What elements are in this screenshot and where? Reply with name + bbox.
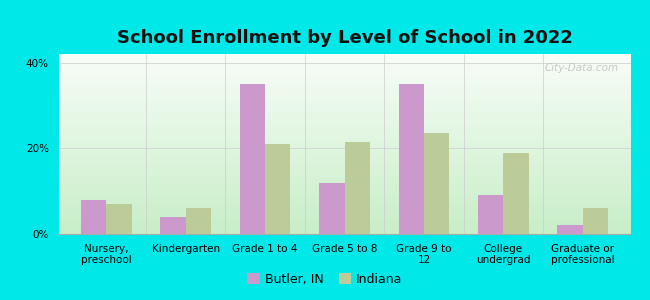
Bar [344, 142, 370, 234]
Title: School Enrollment by Level of School in 2022: School Enrollment by Level of School in … [116, 29, 573, 47]
Bar [186, 208, 211, 234]
Bar [424, 133, 449, 234]
Bar [583, 208, 608, 234]
Legend: Butler, IN, Indiana: Butler, IN, Indiana [242, 268, 408, 291]
Bar [503, 153, 529, 234]
Bar [81, 200, 106, 234]
Bar [106, 204, 131, 234]
Text: City-Data.com: City-Data.com [545, 63, 619, 73]
Bar [160, 217, 186, 234]
Bar [398, 84, 424, 234]
Bar [319, 183, 344, 234]
Bar [478, 195, 503, 234]
Bar [265, 144, 291, 234]
Bar [558, 225, 583, 234]
Bar [240, 84, 265, 234]
